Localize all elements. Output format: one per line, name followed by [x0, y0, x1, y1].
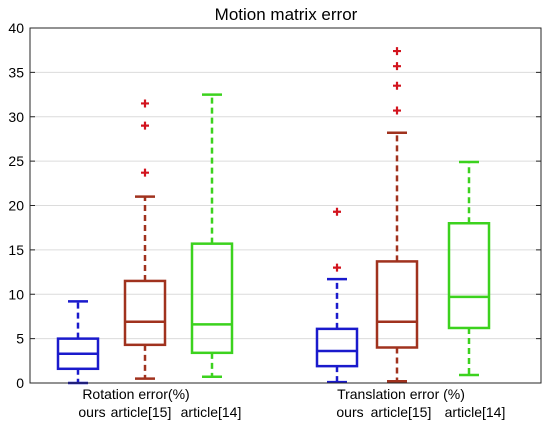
box-name-label: article[15] [371, 404, 432, 420]
box-ours [315, 207, 359, 384]
plot-frame [29, 27, 542, 384]
y-tick-label: 10 [8, 286, 24, 302]
box-name-label: article[14] [181, 404, 242, 420]
box-name-label: ours [78, 404, 105, 420]
x-axis-labels: Rotation error(%) ours article[15] article[… [78, 386, 505, 420]
box-article-14- [447, 160, 491, 377]
iqr-box [123, 279, 167, 347]
y-tick-label: 35 [8, 64, 24, 80]
y-tick-label: 20 [8, 198, 24, 214]
chart-title: Motion matrix error [215, 5, 358, 24]
outlier-point [393, 47, 401, 56]
y-tick-label: 30 [8, 109, 24, 125]
outlier-point [393, 106, 401, 115]
box-name-label: article[15] [111, 404, 172, 420]
box-article-14- [190, 93, 234, 379]
outlier-point [393, 62, 401, 71]
y-tick-label: 5 [16, 331, 24, 347]
iqr-box [375, 260, 419, 349]
box-series [56, 47, 491, 385]
y-tick-label: 25 [8, 153, 24, 169]
box-name-label: article[14] [445, 404, 506, 420]
outlier-point [141, 121, 149, 130]
y-axis-ticks: 0 5 10 15 20 25 30 35 40 [8, 20, 541, 391]
box-ours [56, 300, 100, 385]
outlier-point [333, 207, 341, 216]
y-tick-label: 15 [8, 242, 24, 258]
box-article-15- [123, 99, 167, 380]
y-tick-label: 40 [8, 20, 24, 36]
iqr-box [315, 327, 359, 368]
group-label: Translation error (%) [337, 386, 465, 402]
y-tick-label: 0 [16, 375, 24, 391]
outlier-point [141, 168, 149, 177]
grid-lines [30, 27, 541, 384]
outlier-point [333, 263, 341, 272]
outlier-point [141, 99, 149, 108]
group-label: Rotation error(%) [82, 386, 189, 402]
box-name-label: ours [336, 404, 363, 420]
box-article-15- [375, 47, 419, 383]
iqr-box [447, 222, 491, 330]
iqr-box [190, 242, 234, 355]
outlier-point [393, 81, 401, 90]
